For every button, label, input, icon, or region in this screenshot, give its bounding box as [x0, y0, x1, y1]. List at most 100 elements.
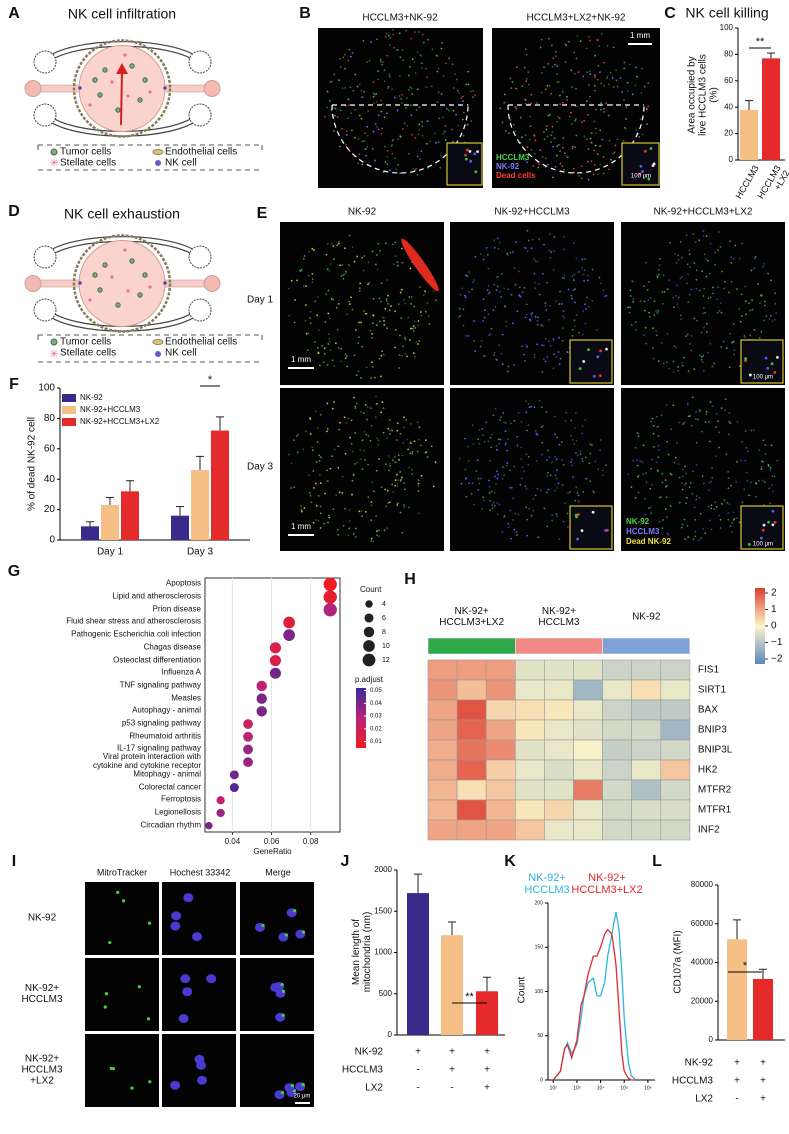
cell-dot: [504, 443, 507, 446]
cell-dot: [762, 523, 766, 527]
mitochondria: [280, 982, 284, 987]
bar: [171, 515, 189, 540]
cell-dot: [376, 268, 379, 271]
cell-dot: [397, 264, 399, 267]
scale-label: 100 μm: [631, 174, 651, 180]
cell-dot: [515, 531, 518, 533]
cell-dot: [468, 291, 471, 293]
cell-dot: [482, 434, 484, 437]
cell-dot: [702, 312, 705, 315]
column-label: NK-92: [348, 207, 377, 218]
cell-dot: [530, 102, 532, 105]
cell-dot: [581, 460, 584, 463]
cell-dot: [496, 470, 498, 473]
cell-dot: [506, 449, 508, 452]
panel-letter: L: [652, 853, 662, 870]
x-tick-label: 10⁶: [644, 1085, 652, 1091]
cell-dot: [335, 494, 338, 497]
cell-dot: [442, 75, 445, 77]
cell-dot: [533, 134, 535, 137]
inset: [446, 142, 483, 186]
cell-dot: [498, 503, 501, 506]
cell-dot: [544, 157, 547, 160]
heat-cell: [427, 739, 458, 761]
cell-dot: [408, 296, 411, 298]
cell-dot: [587, 178, 590, 181]
cell-dot: [763, 319, 765, 322]
cell-dot: [636, 464, 639, 467]
cell-dot: [421, 67, 423, 69]
cell-dot: [397, 303, 400, 305]
condition-cell: +: [484, 1065, 490, 1076]
cell-dot: [652, 424, 655, 427]
cell-dot: [729, 422, 732, 424]
cell-dot: [748, 302, 750, 305]
cell-dot: [755, 482, 758, 485]
cell-dot: [594, 85, 596, 87]
cell-dot: [764, 304, 766, 307]
cell-dot: [603, 111, 605, 113]
cell-dot: [403, 504, 405, 507]
cell-dot: [573, 273, 576, 276]
cell-dot: [401, 355, 404, 357]
heat-cell: [544, 799, 574, 821]
cell-dot: [381, 401, 384, 404]
cell-dot: [574, 499, 577, 502]
y-tick-label: 100: [535, 989, 544, 995]
cell-dot: [649, 420, 652, 423]
cell-dot: [573, 51, 575, 54]
cell-dot: [770, 314, 772, 317]
cell-dot: [359, 458, 362, 460]
cell-dot: [418, 128, 421, 131]
cell-dot: [304, 430, 307, 433]
cell-dot: [710, 507, 712, 510]
cell-dot: [372, 92, 375, 95]
heat-cell: [660, 759, 691, 781]
cell-dot: [647, 82, 650, 84]
cell-dot: [489, 500, 491, 502]
colorbar-label: 2: [771, 588, 777, 599]
cell-dot: [492, 309, 495, 311]
cell-dot: [347, 104, 350, 107]
cell-dot: [563, 169, 565, 171]
heat-cell: [485, 759, 516, 781]
cell-dot: [392, 490, 395, 493]
cell-dot: [533, 258, 536, 260]
cell-dot: [718, 309, 721, 312]
x-tick-label: 0.06: [264, 837, 280, 846]
cell-dot: [514, 106, 517, 108]
y-tick-label: Autophagy - animal: [132, 705, 201, 715]
y-tick-label: 0: [388, 1030, 393, 1039]
cell-dot: [377, 78, 379, 81]
cell-dot: [760, 293, 762, 296]
dot: [243, 744, 253, 755]
cell-dot: [467, 83, 470, 86]
cell-dot: [424, 451, 427, 454]
cell-dot: [760, 468, 763, 470]
cell-dot: [341, 87, 344, 89]
cell-dot: [665, 496, 668, 499]
cell-dot: [662, 302, 664, 305]
cell-dot: [698, 354, 701, 357]
cell-dot: [319, 364, 321, 367]
cell-dot: [564, 502, 566, 505]
cell-dot: [405, 107, 407, 109]
cell-dot: [371, 148, 374, 150]
cell-dot: [758, 479, 760, 482]
cell-dot: [357, 370, 360, 373]
cell-dot: [560, 441, 563, 443]
cell-dot: [651, 458, 653, 461]
cell-dot: [730, 262, 733, 264]
cell-dot: [602, 156, 605, 159]
cell-dot: [586, 160, 589, 163]
cell-dot: [383, 324, 386, 326]
cell-dot: [516, 534, 518, 537]
y-tick-label: IL-17 signaling pathway: [116, 744, 201, 754]
y-tick-label: Measles: [171, 693, 201, 703]
cell-dot: [354, 329, 357, 331]
legend-label: 6: [382, 615, 386, 622]
cell-dot: [377, 242, 380, 245]
cell-dot: [582, 360, 586, 363]
cell-dot: [536, 434, 539, 436]
cell-dot: [507, 365, 510, 368]
